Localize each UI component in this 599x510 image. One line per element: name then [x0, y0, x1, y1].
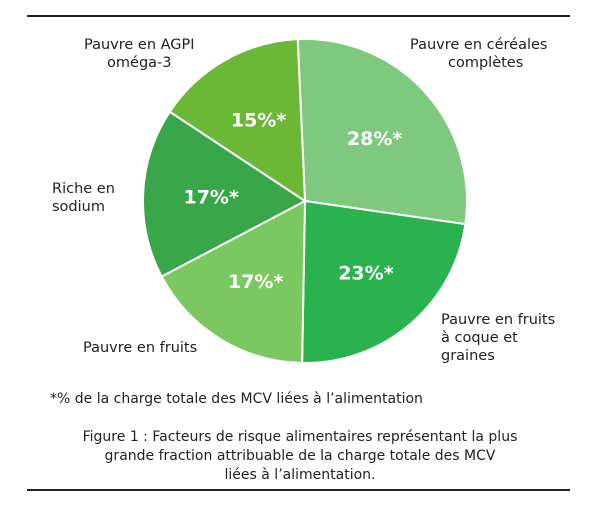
label-noix: Pauvre en fruits à coque et graines: [441, 311, 555, 365]
pie-slice-1: [301, 199, 467, 364]
label-fruits-line-1: Pauvre en fruits: [83, 340, 198, 356]
slice-value-label-4: 15%*: [231, 109, 286, 131]
caption-line-1: Figure 1 : Facteurs de risque alimentair…: [82, 429, 518, 445]
footnote: *% de la charge totale des MCV liées à l…: [50, 391, 423, 407]
label-noix-line-3: graines: [441, 348, 495, 364]
label-agpi-line-1: Pauvre en AGPI: [84, 37, 195, 53]
label-fruits: Pauvre en fruits: [83, 339, 197, 357]
caption-line-2: grande fraction attribuable de la charge…: [104, 448, 496, 464]
slice-value-label-1: 23%*: [338, 263, 393, 285]
label-cereales-line-1: Pauvre en céréales: [410, 37, 548, 53]
caption-line-3: liées à l’alimentation.: [224, 467, 376, 483]
label-agpi: Pauvre en AGPI oméga-3: [84, 36, 195, 72]
label-sodium-line-2: sodium: [52, 199, 105, 215]
pie-slice-3: [142, 110, 307, 278]
figure-caption: Figure 1 : Facteurs de risque alimentair…: [40, 428, 560, 485]
slice-value-label-3: 17%*: [183, 186, 238, 208]
slice-value-label-0: 28%*: [347, 128, 402, 150]
label-cereales: Pauvre en céréales complètes: [410, 36, 548, 72]
label-agpi-line-2: oméga-3: [107, 55, 172, 71]
label-cereales-line-2: complètes: [448, 55, 524, 71]
pie-slice-0: [296, 38, 468, 226]
top-rule: [27, 15, 570, 17]
pie-slice-2: [160, 199, 307, 364]
bottom-rule: [27, 489, 570, 491]
label-sodium: Riche en sodium: [52, 180, 115, 216]
label-sodium-line-1: Riche en: [52, 181, 115, 197]
slice-value-label-2: 17%*: [228, 271, 283, 293]
pie-slice-4: [168, 38, 307, 203]
label-noix-line-2: à coque et: [441, 330, 518, 346]
pie-chart: 28%* 23%* 17%* 17%* 15%*: [142, 38, 468, 364]
label-noix-line-1: Pauvre en fruits: [441, 312, 556, 328]
